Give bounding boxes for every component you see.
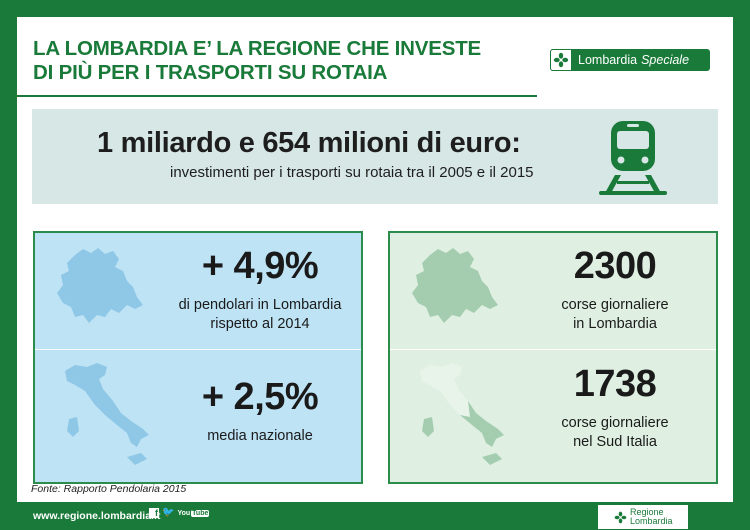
stat-desc-line-2: rispetto al 2014 — [210, 316, 310, 332]
italy-map-icon — [420, 363, 504, 465]
train-icon — [599, 121, 667, 195]
italy-map-icon — [65, 363, 149, 465]
lombardia-map-icon — [57, 248, 143, 323]
stat-desc-line-1: corse giornaliere — [561, 297, 669, 313]
lombardia-cross-icon — [550, 49, 572, 71]
stat-national-average: + 2,5% media nazionale — [165, 376, 355, 446]
stat-desc-line-1: di pendolari in Lombardia — [178, 297, 342, 313]
footer-website-link[interactable]: www.regione.lombardia.it — [33, 510, 161, 522]
twitter-icon[interactable]: 🐦 — [162, 507, 175, 518]
youtube-label-a: You — [177, 509, 191, 517]
stat-desc-line-1: corse giornaliere — [561, 415, 669, 431]
facebook-icon[interactable]: f — [149, 508, 159, 518]
panel-divider — [35, 349, 361, 350]
logo-line-2: Lombardia — [630, 516, 673, 526]
headline-subtitle: investimenti per i trasporti su rotaia t… — [170, 164, 534, 181]
source-note: Fonte: Rapporto Pendolaria 2015 — [31, 483, 187, 495]
youtube-icon[interactable]: You Tube — [177, 509, 210, 517]
badge-word-2: Speciale — [641, 53, 690, 67]
daily-trains-panel: 2300 corse giornaliere in Lombardia 1738… — [388, 231, 718, 484]
headline-amount: 1 miliardo e 654 milioni di euro: — [97, 127, 521, 159]
stat-value: + 4,9% — [201, 245, 319, 287]
stat-value: 2300 — [573, 245, 657, 287]
stat-description: corse giornaliere nel Sud Italia — [520, 414, 710, 452]
badge-label: Lombardia Speciale — [572, 53, 689, 67]
panel-divider — [390, 349, 716, 350]
stat-desc-line-2: in Lombardia — [573, 316, 657, 332]
stat-trains-lombardia: 2300 corse giornaliere in Lombardia — [520, 245, 710, 334]
social-links: f 🐦 You Tube — [149, 507, 210, 518]
stat-commuters-lombardia: + 4,9% di pendolari in Lombardia rispett… — [165, 245, 355, 334]
stat-desc-line-1: media nazionale — [207, 428, 313, 444]
title-line-2: DI PIÙ PER I TRASPORTI SU ROTAIA — [33, 61, 388, 84]
logo-text: Regione Lombardia — [630, 508, 673, 526]
stat-value: + 2,5% — [201, 376, 319, 418]
title-line-1: LA LOMBARDIA E’ LA REGIONE CHE INVESTE — [33, 37, 481, 60]
infographic-card: LA LOMBARDIA E’ LA REGIONE CHE INVESTE D… — [17, 17, 733, 502]
stat-value: 1738 — [573, 363, 657, 405]
lombardia-map-icon — [412, 248, 498, 323]
national-commuters-panel: + 4,9% di pendolari in Lombardia rispett… — [33, 231, 363, 484]
lombardia-cross-icon — [614, 511, 627, 523]
stat-description: di pendolari in Lombardia rispetto al 20… — [165, 296, 355, 334]
lombardia-speciale-badge[interactable]: Lombardia Speciale — [550, 49, 710, 71]
regione-lombardia-logo: Regione Lombardia — [598, 505, 688, 529]
stat-description: corse giornaliere in Lombardia — [520, 296, 710, 334]
stat-description: media nazionale — [165, 427, 355, 446]
page-title: LA LOMBARDIA E’ LA REGIONE CHE INVESTE D… — [33, 37, 553, 85]
youtube-label-b: Tube — [191, 509, 210, 517]
stat-trains-south-italy: 1738 corse giornaliere nel Sud Italia — [520, 363, 710, 452]
badge-word-1: Lombardia — [578, 53, 638, 67]
stat-desc-line-2: nel Sud Italia — [573, 434, 657, 450]
logo-line-1: Regione — [630, 507, 664, 517]
title-rule — [17, 95, 537, 97]
headline-box: 1 miliardo e 654 milioni di euro: invest… — [32, 109, 718, 204]
